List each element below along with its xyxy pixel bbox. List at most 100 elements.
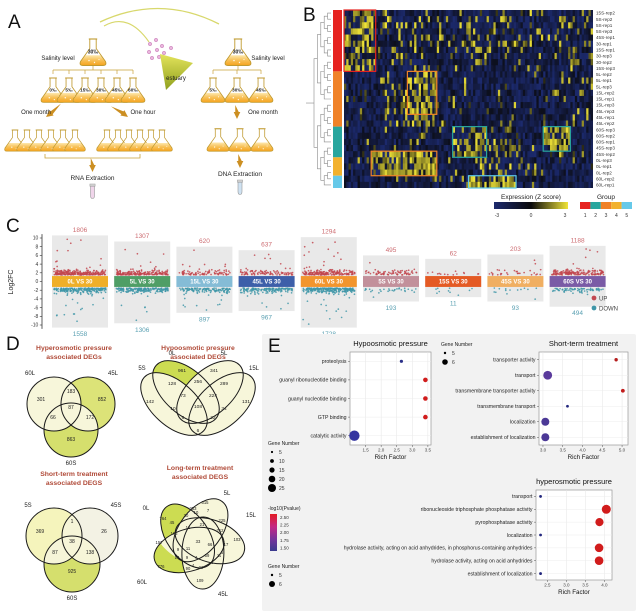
svg-text:108: 108	[194, 404, 202, 410]
svg-text:60L: 60L	[25, 371, 36, 377]
panel-a-label: A	[8, 12, 21, 33]
svg-text:6: 6	[36, 253, 39, 259]
heatmap-highlight-box	[542, 126, 571, 152]
svg-text:33: 33	[196, 539, 201, 544]
svg-text:0: 0	[36, 279, 39, 285]
svg-text:9: 9	[186, 555, 189, 560]
svg-text:3.0: 3.0	[563, 583, 570, 588]
svg-text:4.0: 4.0	[579, 448, 586, 453]
svg-text:Salinity level: Salinity level	[41, 56, 74, 62]
panel-a: estuary 30‰ Salinity level 0‰ 5‰ 15‰ 30‰ 45‰ 60‰…	[4, 7, 285, 199]
svg-text:0‰: 0‰	[49, 87, 57, 92]
svg-text:45L-rep2: 45L-rep2	[596, 121, 615, 126]
svg-text:5S-rep3: 5S-rep3	[596, 29, 613, 34]
svg-text:45L: 45L	[218, 592, 229, 598]
svg-text:-log10(Pvalue): -log10(Pvalue)	[268, 506, 301, 512]
svg-text:8: 8	[36, 244, 39, 250]
svg-text:60L-rep1: 60L-rep1	[596, 183, 615, 188]
svg-text:proteolysis: proteolysis	[322, 359, 347, 365]
svg-text:0: 0	[530, 213, 533, 219]
svg-text:transporter activity: transporter activity	[493, 358, 536, 364]
svg-text:4.0: 4.0	[601, 583, 608, 588]
svg-text:Short-term treatment: Short-term treatment	[40, 471, 108, 478]
svg-text:22: 22	[199, 565, 204, 570]
panel-c-label: C	[6, 216, 20, 237]
svg-text:Rich Factor: Rich Factor	[568, 454, 600, 461]
svg-text:45S-rep1: 45S-rep1	[596, 35, 615, 40]
svg-text:6: 6	[197, 428, 200, 434]
svg-text:0L: 0L	[169, 351, 176, 357]
svg-text:494: 494	[572, 310, 583, 317]
svg-text:Gene Number: Gene Number	[268, 441, 300, 447]
svg-text:5L: 5L	[224, 491, 231, 497]
svg-text:Hypoosmotic pressure: Hypoosmotic pressure	[353, 339, 428, 348]
svg-text:45‰: 45‰	[112, 87, 122, 92]
svg-text:17: 17	[224, 542, 229, 547]
svg-text:DOWN: DOWN	[599, 307, 618, 313]
svg-text:associated DEGs: associated DEGs	[46, 354, 102, 361]
svg-text:5S: 5S	[24, 503, 31, 509]
svg-text:GTP binding: GTP binding	[318, 415, 347, 421]
svg-text:15L VS 30: 15L VS 30	[190, 280, 219, 286]
svg-text:1: 1	[584, 213, 587, 219]
svg-text:hyperosmotic pressure: hyperosmotic pressure	[536, 477, 612, 486]
venn-diagram: Short-term treatment associated DEGS 5S 45S…	[24, 471, 121, 602]
svg-text:Group: Group	[597, 194, 615, 201]
svg-text:establishment of localization: establishment of localization	[468, 571, 533, 577]
svg-text:15L: 15L	[246, 513, 257, 519]
svg-text:20: 20	[279, 477, 285, 483]
svg-text:5: 5	[279, 450, 282, 456]
svg-text:11: 11	[186, 546, 191, 551]
svg-text:6: 6	[452, 360, 455, 366]
svg-text:967: 967	[261, 315, 272, 322]
svg-text:11: 11	[217, 553, 222, 558]
panel-e: 1.5 2.0 2.5 3.0 3.5 proteolysis guanyl ribonuc…	[262, 334, 636, 611]
svg-text:45S VS 30: 45S VS 30	[501, 280, 530, 286]
svg-text:4.5: 4.5	[599, 448, 606, 453]
svg-text:15S-rep1: 15S-rep1	[596, 47, 615, 52]
svg-text:Log2FC: Log2FC	[8, 270, 15, 295]
svg-text:66: 66	[50, 415, 56, 421]
svg-text:60L: 60L	[137, 580, 148, 586]
svg-text:30‰: 30‰	[232, 87, 242, 92]
svg-text:256: 256	[194, 379, 202, 385]
svg-text:90: 90	[186, 566, 191, 571]
svg-text:3.0: 3.0	[409, 448, 416, 453]
svg-text:16: 16	[186, 525, 191, 530]
svg-text:45L-rep3: 45L-rep3	[596, 109, 615, 114]
svg-text:DNA Extraction: DNA Extraction	[218, 171, 262, 178]
svg-text:315: 315	[202, 500, 210, 505]
svg-text:5: 5	[221, 550, 224, 555]
svg-text:21: 21	[200, 522, 205, 527]
svg-text:620: 620	[199, 238, 210, 245]
svg-text:hydrolase activity, acting on: hydrolase activity, acting on acid anhyd…	[431, 559, 533, 565]
svg-text:One month: One month	[248, 110, 278, 116]
svg-text:1306: 1306	[135, 327, 150, 334]
svg-text:11: 11	[450, 301, 457, 308]
svg-text:3.5: 3.5	[560, 448, 567, 453]
svg-text:203: 203	[510, 246, 521, 253]
svg-text:3.0: 3.0	[540, 448, 547, 453]
svg-text:961: 961	[178, 368, 186, 374]
svg-text:73: 73	[180, 393, 186, 399]
svg-text:4: 4	[195, 555, 198, 560]
svg-text:60S VS 30: 60S VS 30	[563, 280, 592, 286]
svg-text:0L-rep1: 0L-rep1	[596, 164, 612, 169]
svg-text:5: 5	[452, 351, 455, 357]
svg-text:2.5: 2.5	[544, 583, 551, 588]
svg-text:One hour: One hour	[130, 110, 155, 116]
svg-text:hydrolase activity, acting on: hydrolase activity, acting on acid anhyd…	[344, 546, 533, 552]
svg-text:59: 59	[205, 553, 210, 558]
svg-text:60S-rep3: 60S-rep3	[596, 127, 615, 132]
svg-text:-6: -6	[34, 305, 39, 311]
svg-text:0L: 0L	[143, 506, 150, 512]
svg-text:103: 103	[171, 531, 179, 536]
svg-text:109: 109	[197, 578, 205, 583]
svg-text:66: 66	[208, 542, 213, 547]
svg-text:45L-rep1: 45L-rep1	[596, 115, 615, 120]
panel-b: 15S-rep25S-rep25S-rep15S-rep345S-rep130-…	[306, 9, 632, 219]
svg-text:764: 764	[160, 516, 168, 521]
svg-text:-4: -4	[34, 297, 39, 303]
svg-text:-3: -3	[495, 213, 500, 219]
